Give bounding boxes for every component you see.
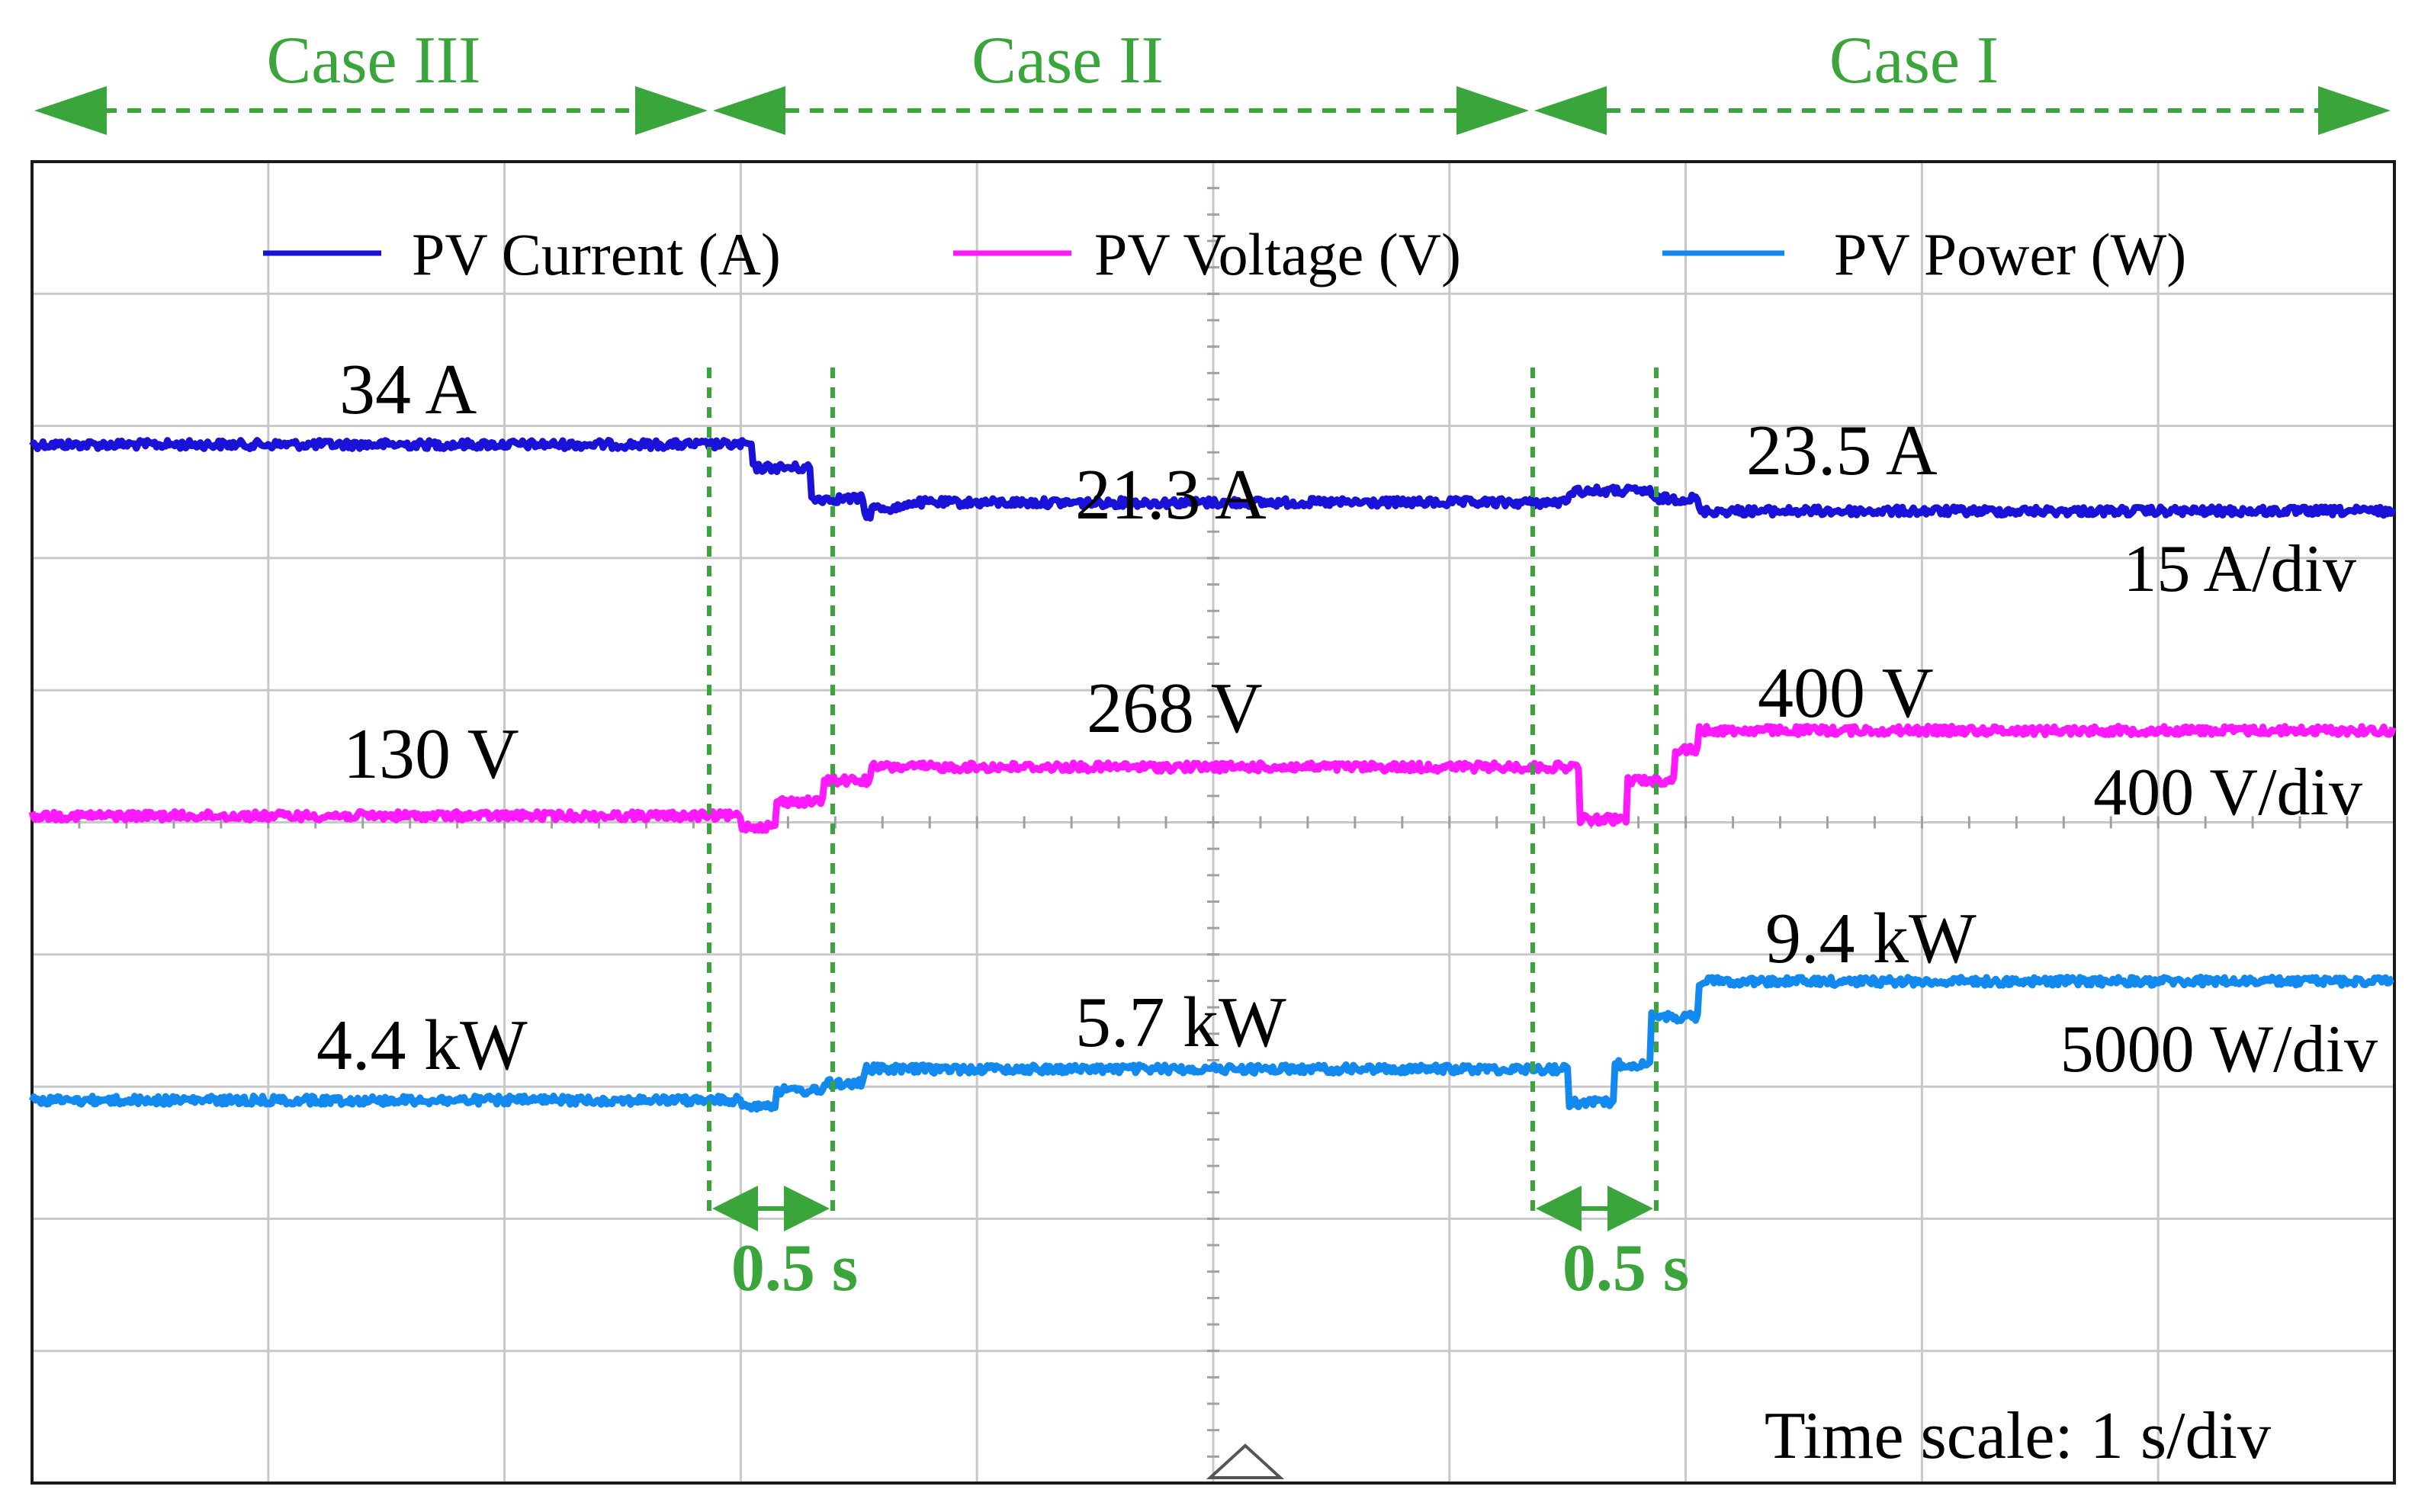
annotation-current-case2: 21.3 A [1075, 455, 1267, 534]
annotation-power-case2: 5.7 kW [1075, 983, 1286, 1062]
trace-pv-voltage [28, 723, 2397, 834]
case-region-header: Case III Case II Case I [34, 24, 2391, 135]
interval-label-2: 0.5 s [1562, 1231, 1689, 1305]
legend-label-voltage: PV Voltage (V) [1094, 221, 1461, 287]
trace-pv-current [29, 437, 2397, 522]
trigger-marker-icon [1206, 1443, 1285, 1479]
scale-label-power: 5000 W/div [2060, 1013, 2378, 1087]
scale-label-current: 15 A/div [2123, 532, 2356, 606]
case-label-case-i: Case I [1829, 24, 1999, 98]
scale-labels: 15 A/div 400 V/div 5000 W/div Time scale… [1765, 532, 2378, 1473]
annotation-voltage-case3: 130 V [343, 714, 519, 794]
arrow-right-icon [2318, 86, 2391, 135]
arrow-right-icon [635, 86, 708, 135]
interval-label-1: 0.5 s [731, 1231, 858, 1305]
annotation-voltage-case2: 268 V [1087, 669, 1263, 748]
case-label-case-ii: Case II [971, 24, 1164, 98]
annotation-power-case1: 9.4 kW [1765, 899, 1977, 978]
case-label-case-iii: Case III [267, 24, 481, 98]
scale-label-voltage: 400 V/div [2093, 756, 2362, 830]
arrow-left-icon [713, 86, 785, 135]
annotation-power-case3: 4.4 kW [316, 1006, 528, 1085]
scale-label-time: Time scale: 1 s/div [1765, 1399, 2271, 1473]
transition-markers [707, 368, 1659, 1231]
trace-pv-power [28, 974, 2395, 1113]
interval-markers: 0.5 s 0.5 s [731, 1231, 1689, 1305]
arrow-right-icon [1456, 86, 1529, 135]
annotation-current-case3: 34 A [339, 350, 477, 429]
waveform-traces [28, 437, 2397, 1113]
value-annotations: 34 A 21.3 A 23.5 A 130 V 268 V 400 V 4.4… [316, 350, 1977, 1085]
arrow-left-icon [34, 86, 107, 135]
legend-label-current: PV Current (A) [412, 221, 781, 287]
annotation-current-case1: 23.5 A [1746, 411, 1938, 490]
oscilloscope-grid [31, 160, 2394, 1483]
legend-label-power: PV Power (W) [1834, 221, 2186, 287]
case-region-arrows [34, 86, 2391, 135]
annotation-voltage-case1: 400 V [1758, 653, 1934, 733]
plot-frame [31, 160, 2396, 1485]
chart-legend: PV Current (A) PV Voltage (V) PV Power (… [263, 221, 2186, 287]
arrow-left-icon [1534, 86, 1607, 135]
